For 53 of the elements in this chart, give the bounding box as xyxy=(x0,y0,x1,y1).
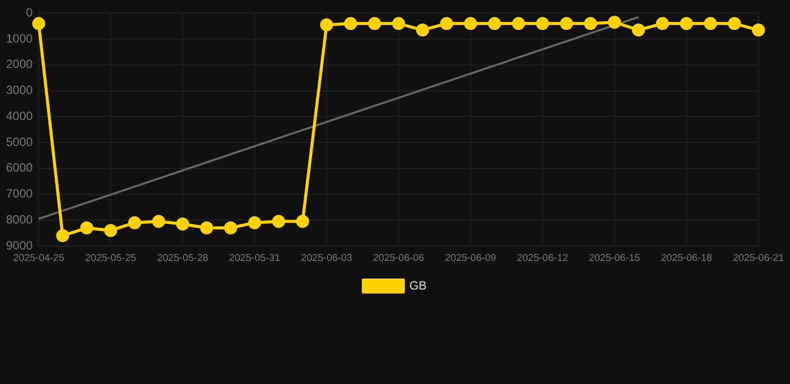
point xyxy=(272,214,286,228)
x-tick-label: 2025-06-12 xyxy=(516,252,569,264)
point xyxy=(680,17,693,30)
y-tick-label: 9000 xyxy=(6,238,34,252)
y-tick-label: 6000 xyxy=(6,160,34,175)
point xyxy=(392,17,406,30)
point xyxy=(128,216,142,230)
x-tick-label: 2025-06-09 xyxy=(444,252,497,264)
legend-label: GB xyxy=(409,278,427,292)
x-tick-label: 2025-06-15 xyxy=(588,252,640,264)
x-tick-label: 2025-06-21 xyxy=(732,252,784,264)
y-tick-label: 5000 xyxy=(6,134,34,149)
point xyxy=(296,214,310,228)
point xyxy=(704,17,717,30)
y-tick-label: 7000 xyxy=(6,186,34,201)
point xyxy=(344,17,358,30)
point xyxy=(368,17,382,30)
point xyxy=(80,221,94,234)
point xyxy=(416,24,430,37)
x-tick-label: 2025-06-03 xyxy=(301,252,353,264)
point xyxy=(320,18,334,32)
point xyxy=(56,229,70,242)
point xyxy=(656,17,669,30)
point xyxy=(104,224,118,237)
point xyxy=(464,17,478,30)
point xyxy=(32,17,46,30)
point xyxy=(224,221,238,234)
point xyxy=(584,17,597,30)
point xyxy=(728,17,741,30)
x-tick-label: 2025-05-25 xyxy=(85,252,137,264)
y-tick-label: 3000 xyxy=(6,83,34,98)
point xyxy=(200,221,214,234)
point xyxy=(488,17,502,30)
point xyxy=(152,214,166,228)
x-tick-label: 2025-06-18 xyxy=(660,252,712,264)
y-tick-label: 1000 xyxy=(6,31,34,46)
point xyxy=(440,17,454,30)
point xyxy=(512,17,526,30)
x-tick-label: 2025-04-25 xyxy=(13,252,65,264)
point xyxy=(248,216,262,230)
point xyxy=(608,16,621,29)
x-tick-label: 2025-06-06 xyxy=(372,252,425,264)
point xyxy=(536,17,550,30)
x-tick-label: 2025-05-31 xyxy=(229,252,281,264)
point xyxy=(176,218,190,231)
point xyxy=(560,17,573,30)
y-tick-label: 2000 xyxy=(6,57,34,72)
point xyxy=(632,24,645,37)
y-tick-label: 0 xyxy=(26,6,34,20)
point xyxy=(752,24,765,37)
y-tick-label: 4000 xyxy=(6,108,34,123)
y-tick-label: 8000 xyxy=(6,212,34,226)
x-tick-label: 2025-05-28 xyxy=(157,252,209,264)
